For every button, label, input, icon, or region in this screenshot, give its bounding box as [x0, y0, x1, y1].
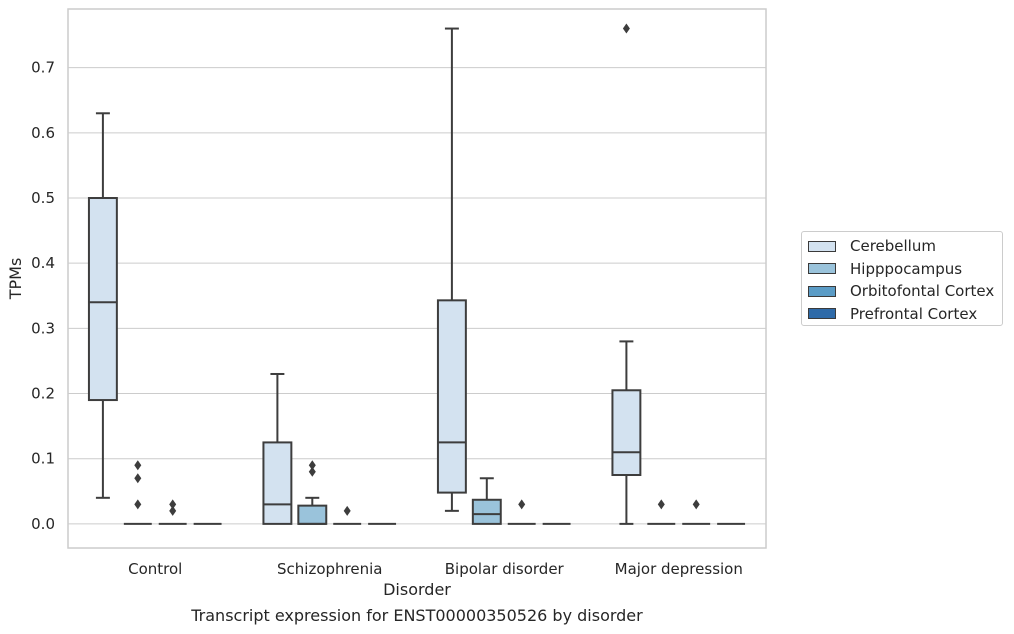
chart-caption: Transcript expression for ENST0000035052… — [191, 606, 643, 625]
box — [611, 23, 642, 525]
x-tick-label: Bipolar disorder — [445, 560, 565, 578]
y-axis-label: TPMs — [6, 258, 25, 301]
box — [507, 499, 536, 525]
box-series — [87, 23, 746, 525]
box — [262, 372, 293, 525]
y-tick-label: 0.7 — [31, 59, 55, 77]
legend-label: Hipppocampus — [850, 259, 963, 278]
legend: Cerebellum Hipppocampus Orbitofontal Corte… — [801, 231, 1003, 326]
y-tick-label: 0.1 — [31, 450, 55, 468]
x-tick-label: Control — [128, 560, 182, 578]
legend-swatch — [808, 285, 836, 297]
legend-item: Hipppocampus — [808, 259, 962, 279]
box — [436, 27, 467, 512]
outlier-point — [622, 23, 630, 34]
x-tick-label: Schizophrenia — [277, 560, 382, 578]
legend-label: Cerebellum — [850, 237, 936, 255]
outlier-point — [134, 499, 142, 510]
box-body — [611, 389, 642, 477]
outlier-point — [657, 499, 665, 510]
outlier-point — [308, 460, 316, 471]
outlier-point — [308, 466, 316, 477]
x-axis-label: Disorder — [383, 580, 451, 599]
legend-swatch — [808, 263, 836, 274]
legend-swatch — [808, 308, 836, 319]
box — [297, 460, 328, 525]
outlier-point — [134, 460, 142, 471]
y-tick-label: 0.4 — [31, 254, 55, 272]
outlier-point — [169, 499, 177, 510]
box-body — [262, 441, 293, 525]
outlier-point — [518, 499, 526, 510]
y-tick-label: 0.5 — [31, 189, 55, 207]
legend-swatch — [808, 240, 836, 252]
legend-label: Orbitofontal Cortex — [850, 282, 995, 300]
outlier-point — [343, 505, 351, 516]
outlier-point — [169, 505, 177, 516]
y-tick-label: 0.3 — [31, 319, 55, 337]
box-body — [436, 299, 467, 494]
x-axis-ticks: Control Schizophrenia Bipolar disorder Majo… — [128, 560, 743, 578]
y-axis-ticks: 0.0 0.1 0.2 0.3 0.4 0.5 0.6 0.7 — [31, 59, 55, 533]
legend-label: Prefrontal Cortex — [850, 304, 978, 323]
x-tick-label: Major depression — [615, 560, 743, 578]
box — [471, 477, 502, 525]
box — [333, 505, 362, 525]
box — [87, 112, 118, 499]
gridlines — [68, 67, 766, 525]
box-body — [471, 498, 502, 525]
y-tick-label: 0.0 — [31, 515, 55, 533]
outlier-point — [134, 473, 142, 484]
y-tick-label: 0.2 — [31, 385, 55, 403]
y-tick-label: 0.6 — [31, 124, 55, 142]
legend-item: Orbitofontal Cortex — [808, 281, 994, 301]
box — [158, 499, 187, 525]
box — [123, 460, 152, 525]
legend-item: Cerebellum — [808, 236, 936, 256]
legend-item: Prefrontal Cortex — [808, 304, 977, 324]
box — [647, 499, 676, 525]
box-body — [297, 504, 328, 525]
box-body — [87, 197, 118, 402]
plot-frame — [67, 8, 767, 549]
outlier-point — [692, 499, 700, 510]
box — [682, 499, 711, 525]
